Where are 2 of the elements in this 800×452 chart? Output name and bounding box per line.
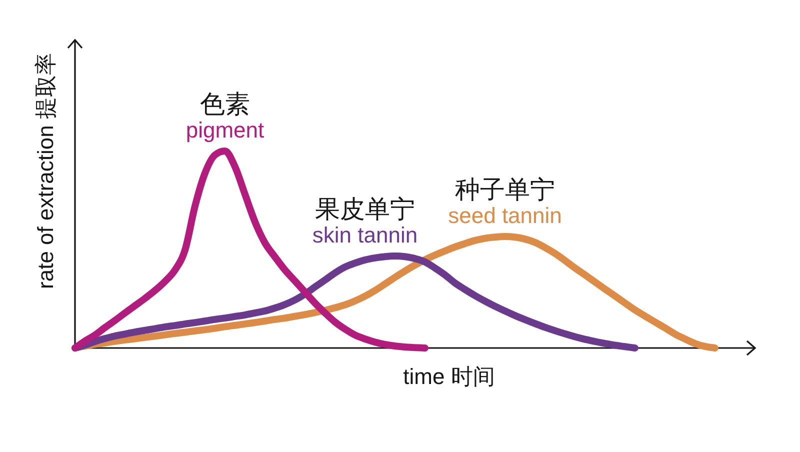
x-axis-title: time 时间 [403,364,495,389]
y-axis-title: rate of extraction 提取率 [33,53,58,289]
